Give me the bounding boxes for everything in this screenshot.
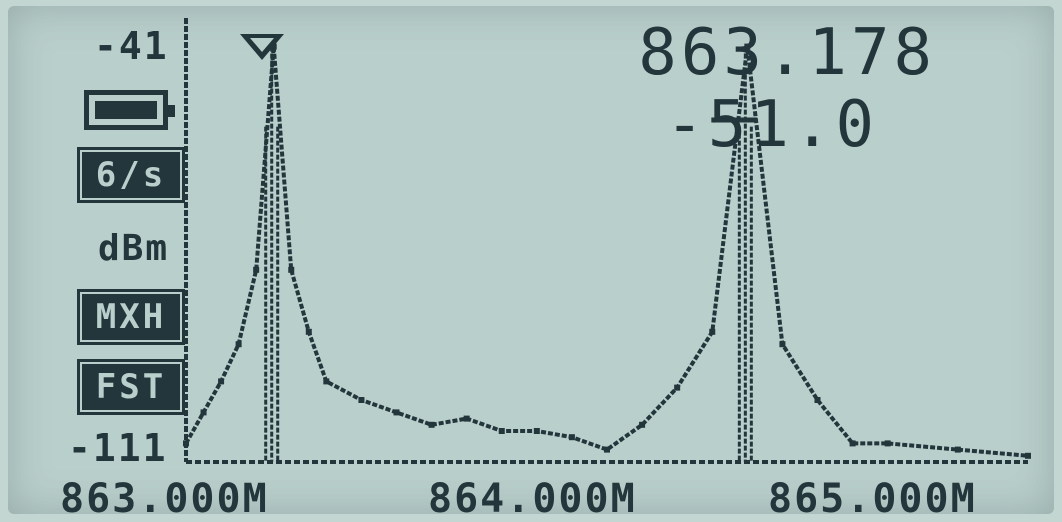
x-tick-label-0: 863.000M [60,476,269,522]
spectrum-point [498,428,505,434]
marker-frequency-readout: 863.178 [638,16,936,90]
spectrum-point [253,266,260,273]
spectrum-point [393,409,400,416]
spectrum-point [270,43,277,50]
marker-level-readout: -51.0 [665,88,878,162]
spectrum-point [744,43,751,50]
spectrum-point [463,415,470,422]
spectrum-point [305,328,312,335]
spectrum-point [288,266,295,273]
max-hold-badge: MXH [77,289,185,345]
spectrum-point [218,378,225,385]
spectrum-point [709,328,716,335]
speed-badge: FST [77,359,185,415]
spectrum-point [1025,452,1031,459]
x-tick-label-2: 865.000M [768,476,977,522]
spectrum-point [533,428,540,434]
spectrum-point [814,397,821,403]
bottom-level-label: -111 [68,426,168,470]
spectrum-point [849,440,856,447]
spectrum-point [604,446,610,453]
marker-triangle-icon [240,34,284,60]
unit-label: dBm [98,228,170,269]
spectrum-point [639,421,646,428]
spectrum-trace [184,46,1029,458]
spectrum-point [884,440,891,447]
spectrum-point [323,378,330,385]
battery-full-icon [84,90,175,130]
spectrum-point [183,440,189,447]
spectrum-point [200,409,207,416]
spectrum-point [674,384,681,391]
x-tick-label-1: 864.000M [428,476,637,522]
spectrum-point [358,397,365,403]
spectrum-point [568,434,575,441]
spectrum-point [428,421,435,428]
spectrum-point [235,341,242,348]
spectrum-point [779,341,786,348]
spectrum-point [954,446,961,453]
span-badge: 6/s [77,147,185,203]
reference-level-label: -41 [94,24,169,68]
